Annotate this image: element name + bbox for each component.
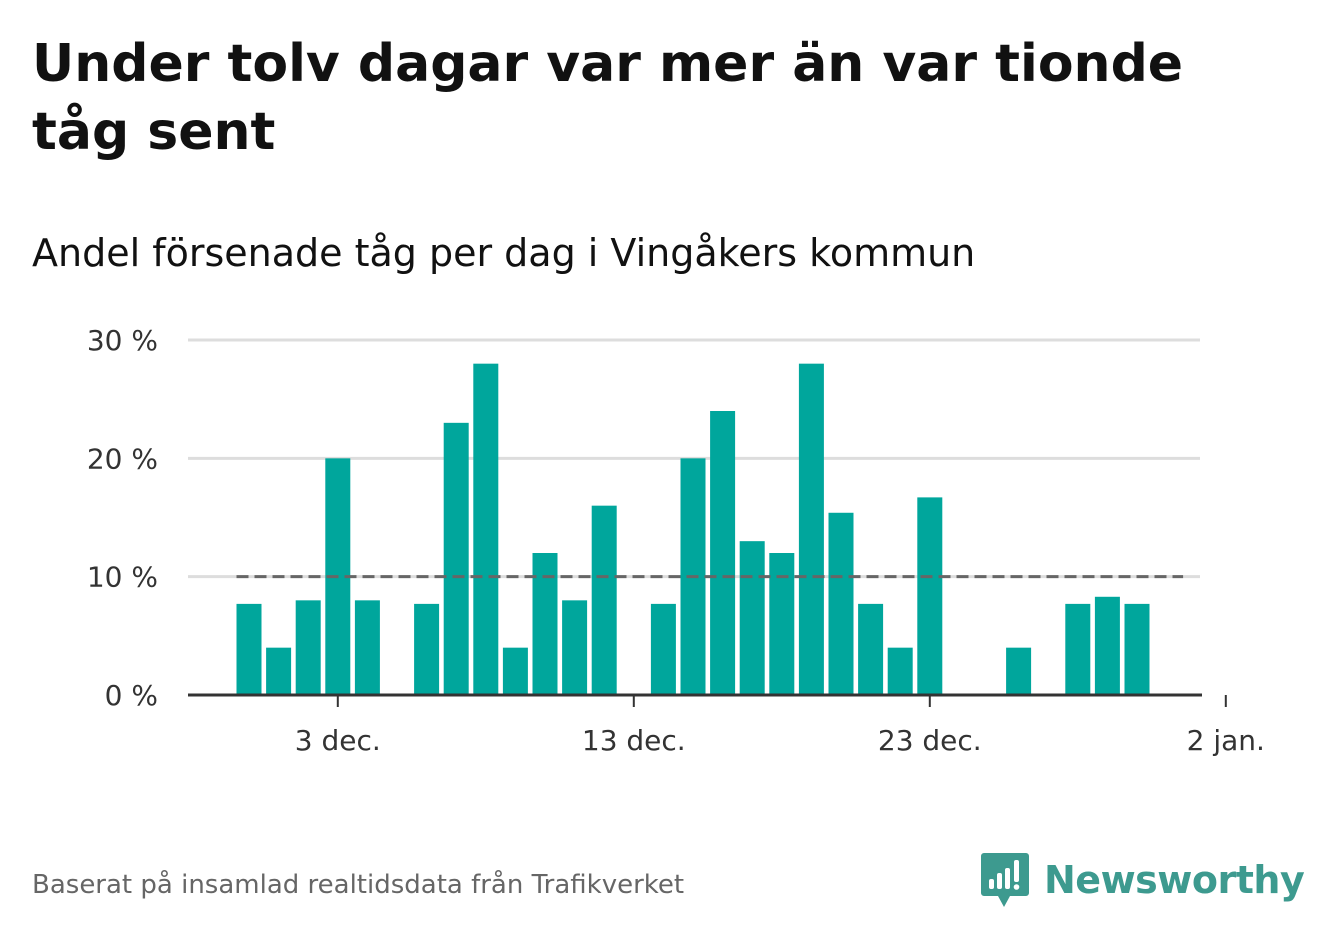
y-tick-label: 0 % — [105, 679, 158, 712]
chart-subtitle: Andel försenade tåg per dag i Vingåkers … — [32, 231, 976, 275]
logo-icon — [981, 853, 1029, 907]
bar — [414, 603, 440, 695]
chart-title: Under tolv dagar var mer än var tionde t… — [32, 34, 1184, 162]
bar — [858, 603, 884, 695]
bar — [828, 512, 854, 695]
bar — [650, 603, 676, 695]
x-tick-label: 3 dec. — [295, 724, 381, 757]
y-tick-label: 20 % — [87, 442, 158, 475]
logo-text: Newsworthy — [1044, 858, 1305, 902]
newsworthy-logo: Newsworthy — [980, 850, 1305, 910]
axes: 0 % 10 % 20 % 30 % 3 dec. 13 dec. 23 dec. 2 jan… — [87, 324, 1265, 757]
bar — [295, 600, 321, 695]
bars — [236, 363, 1150, 695]
y-tick-label: 10 % — [87, 561, 158, 594]
bar — [1094, 596, 1120, 695]
x-tick-label: 23 dec. — [878, 724, 982, 757]
bar — [236, 603, 262, 695]
bar — [443, 422, 469, 695]
bar — [591, 505, 617, 695]
bar — [562, 600, 588, 695]
bar-chart: 0 % 10 % 20 % 30 % 3 dec. 13 dec. 23 dec. 2 jan… — [87, 324, 1265, 757]
bar — [354, 600, 380, 695]
bar — [1124, 603, 1150, 695]
x-tick-label: 2 jan. — [1187, 724, 1265, 757]
y-tick-label: 30 % — [87, 324, 158, 357]
x-tick-label: 13 dec. — [582, 724, 686, 757]
bar — [473, 363, 499, 695]
bar — [502, 647, 528, 695]
bar — [739, 541, 765, 695]
bar — [532, 553, 558, 695]
bar — [710, 411, 736, 695]
bar — [1065, 603, 1091, 695]
bar — [266, 647, 292, 695]
bar — [798, 363, 824, 695]
bar — [887, 647, 913, 695]
bar — [1006, 647, 1032, 695]
source-note: Baserat på insamlad realtidsdata från Tr… — [32, 870, 685, 900]
bar — [769, 553, 795, 695]
bar — [917, 497, 943, 695]
